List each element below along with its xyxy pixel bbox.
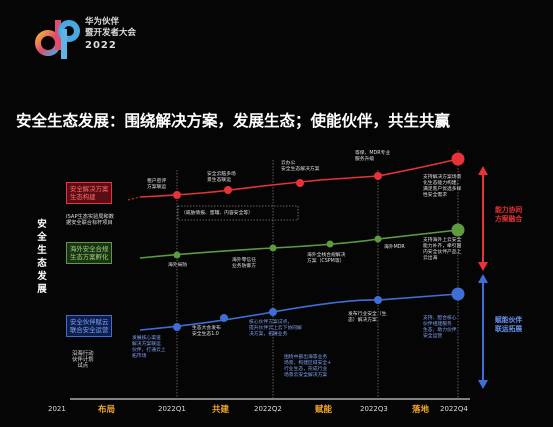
phase-enable: 赋能 [315,405,333,415]
note-g2: 海外零信任 业务防御方 [232,258,256,269]
red-dot-4 [374,172,382,180]
page-title: 安全生态发展：围绕解决方案，发展生态；使能伙伴，共生共赢 [16,112,451,130]
green-dot-2 [269,244,277,252]
category-solution: 安全解决方案 生态构建 [66,182,113,204]
note-b-bottom: 围绕中部出海等业务 场景，构建区域安全+ 行业生态，形成行业 场景云安全解决方案 [284,355,332,378]
note-g3: 海外全栈合规解决 方案（CSPM等） [307,253,346,264]
category-partner: 安全伙伴赋云 联合安全运营 [66,315,113,337]
note-r2: 安全云脑多场 景生态联运 [207,172,236,183]
green-dot-5 [451,223,465,237]
note-b1: 发展核心渠道 解决方案联运 伙伴，打通云上 拓市场 [132,336,166,359]
side-label-top: 能力协同 方案融合 [495,206,523,223]
logo-year: 2022 [85,40,117,51]
note-r3: 云办公 安全生态解决方案 [281,161,320,172]
green-dot-3 [326,240,334,248]
blue-dot-2 [220,314,228,322]
solution-sub: ISAP生态实验局和数 据安全联合标杆项目 [66,214,114,226]
note-r1: 租户密评 方案联运 [147,179,167,190]
side-label-bottom: 赋能伙伴 联运拓展 [495,316,523,333]
quarter-guides [176,150,459,398]
solution-dashed [127,196,141,201]
capability-bracket [177,205,299,221]
note-b5: 支持、配合核心 伙伴组建服务 生态，助力伙伴 安全运营 [423,316,457,339]
blue-double-arrow-icon [478,274,488,389]
note-g4: 海外MDR [384,245,405,250]
blue-dot-1 [173,323,181,331]
logo-line2: 暨开发者大会 [85,28,137,38]
category-overseas: 海外安全合规 生态方案孵化 [66,242,113,264]
red-dot-2 [224,186,232,194]
phase-landing: 落地 [412,405,430,415]
timeline-q2: 2022Q2 [254,405,282,413]
timeline-q3: 2022Q3 [360,405,388,413]
overseas-track [139,229,459,259]
note-g5: 支持海外上云安全 能力补齐，牵引国 内安全伙伴产品上 云出海 [423,238,462,261]
timeline-2021: 2021 [48,405,66,413]
solution-track [139,158,459,198]
partner-sub: 沿海行动 伙伴计划 试点 [72,351,94,369]
blue-dot-5 [451,287,465,301]
note-r4: 等保、MDR专业 服务升级 [355,151,391,162]
logo-mark-icon [35,20,80,59]
note-b3: 核心伙伴方案试点， 提升伙伴云上云下协同解 决方案，拓展业务 [249,320,302,337]
red-dot-3 [296,179,304,187]
blue-dot-3 [269,308,277,316]
logo-line1: 华为伙伴 [85,17,120,27]
timeline-q1: 2022Q1 [158,405,186,413]
timeline-q4: 2022Q4 [440,405,468,413]
vertical-title: 安全生态发展 [37,219,47,295]
green-dot-1 [173,251,181,259]
red-dot-1 [173,191,181,199]
note-r-box: （威胁情报、蜜罐、内容安全等） [181,211,253,216]
conference-logo [33,15,81,63]
phase-layout: 布局 [98,405,116,415]
note-b4: 发布行业安全（生 态）解决方案 [348,312,387,323]
note-g1: 海外局防 [168,263,188,268]
red-double-arrow-icon [478,166,488,271]
note-b2: 生态大会发布 安全生态1.0 [192,326,221,337]
blue-dot-4 [374,296,382,304]
green-dot-4 [374,235,382,243]
red-dot-5 [451,152,465,166]
note-r5: 支持解决方案场景 化生态能力构建， 满足客户优选多样 性安全需求 [423,175,462,198]
phase-cobuild: 共建 [212,405,230,415]
